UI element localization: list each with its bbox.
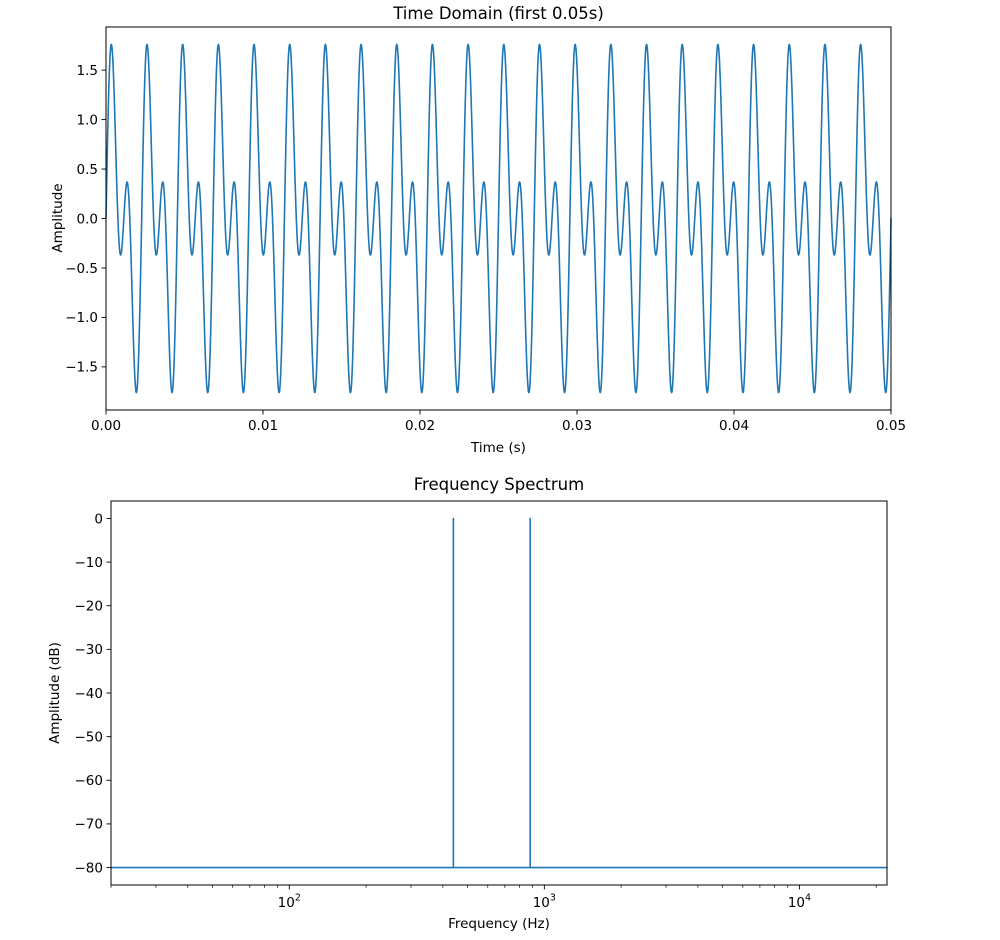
y-tick-label: −80: [75, 860, 104, 876]
frequency-spectrum-xlabel: Frequency (Hz): [448, 916, 550, 932]
y-tick-label: 0.5: [77, 162, 98, 178]
y-tick-label: −0.5: [65, 261, 98, 277]
spectrum-line: [110, 517, 888, 869]
x-tick-label: 102: [278, 893, 301, 912]
y-tick-label: −1.5: [65, 360, 98, 376]
waveform-line: [105, 43, 892, 394]
frequency-spectrum-title: Frequency Spectrum: [413, 475, 585, 494]
y-tick-label: 0: [94, 511, 103, 527]
y-tick-label: −1.0: [65, 310, 98, 326]
y-tick-label: −60: [75, 773, 104, 789]
x-tick-label: 0.00: [91, 418, 121, 434]
time-domain-xlabel: Time (s): [471, 440, 526, 456]
y-tick-label: −20: [75, 599, 104, 615]
x-tick-label: 0.04: [719, 418, 749, 434]
y-tick-label: −50: [75, 729, 104, 745]
y-tick-label: 1.0: [77, 112, 98, 128]
y-tick-label: −10: [75, 555, 104, 571]
y-tick-label: −30: [75, 642, 104, 658]
x-tick-label: 103: [533, 893, 556, 912]
time-domain-title: Time Domain (first 0.05s): [393, 4, 604, 23]
x-tick-label: 0.02: [405, 418, 435, 434]
y-tick-label: −40: [75, 686, 104, 702]
x-tick-label: 0.01: [248, 418, 278, 434]
time-domain-ylabel: Amplitude: [50, 183, 66, 253]
y-tick-label: 0.0: [77, 211, 98, 227]
x-tick-label: 0.03: [562, 418, 592, 434]
y-tick-label: 1.5: [77, 63, 98, 79]
y-tick-label: −70: [75, 817, 104, 833]
x-tick-label: 104: [788, 893, 811, 912]
axes-spines: [105, 26, 892, 411]
axes-spines: [110, 500, 888, 886]
frequency-spectrum-ylabel: Amplitude (dB): [47, 642, 63, 744]
x-tick-label: 0.05: [876, 418, 906, 434]
